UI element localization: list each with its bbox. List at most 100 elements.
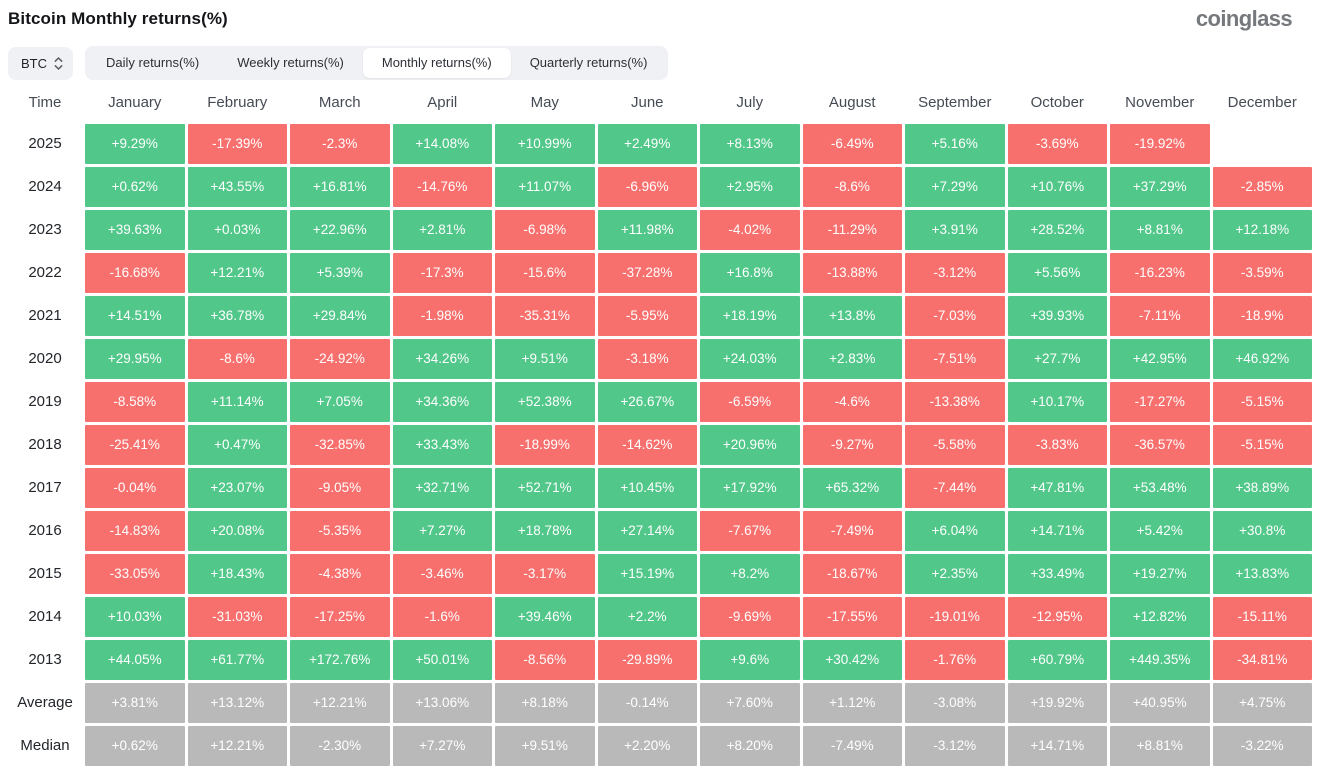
tab-quarterly-returns[interactable]: Quarterly returns(%) <box>511 48 667 78</box>
return-cell: +7.27% <box>392 726 492 766</box>
month-header-october: October <box>1030 94 1084 111</box>
month-header-april: April <box>427 94 458 111</box>
return-cell: +7.29% <box>905 167 1005 207</box>
return-cell: -17.25% <box>290 597 390 637</box>
tab-monthly-returns[interactable]: Monthly returns(%) <box>362 48 511 78</box>
tab-daily-returns[interactable]: Daily returns(%) <box>87 48 218 78</box>
return-cell: -18.99% <box>495 425 595 465</box>
row-label: 2013 <box>28 651 62 668</box>
return-cell: -3.59% <box>1212 253 1312 293</box>
return-cell: -6.49% <box>802 124 902 164</box>
return-cell: -3.22% <box>1212 726 1312 766</box>
return-cell: +13.83% <box>1212 554 1312 594</box>
return-cell: -35.31% <box>495 296 595 336</box>
return-cell: +7.05% <box>290 382 390 422</box>
month-header-december: December <box>1227 94 1297 111</box>
month-header-july: July <box>736 94 764 111</box>
return-cell: +38.89% <box>1212 468 1312 508</box>
symbol-select[interactable]: BTC <box>8 46 73 80</box>
row-label: 2018 <box>28 436 62 453</box>
return-cell: +5.16% <box>905 124 1005 164</box>
return-cell: +2.35% <box>905 554 1005 594</box>
return-cell: -17.3% <box>392 253 492 293</box>
return-cell: -7.44% <box>905 468 1005 508</box>
table-row-2015: 2015 -33.05% +18.43% -4.38% -3.46% -3.17% +15.… <box>8 554 1312 594</box>
return-cell: -9.05% <box>290 468 390 508</box>
return-cell: -29.89% <box>597 640 697 680</box>
tab-weekly-returns[interactable]: Weekly returns(%) <box>218 48 363 78</box>
return-cell: +29.84% <box>290 296 390 336</box>
row-label: 2015 <box>28 565 62 582</box>
return-cell: +5.39% <box>290 253 390 293</box>
return-cell: +24.03% <box>700 339 800 379</box>
row-label: 2022 <box>28 264 62 281</box>
table-row-2019: 2019 -8.58% +11.14% +7.05% +34.36% +52.38% +26… <box>8 382 1312 422</box>
return-cell: +40.95% <box>1110 683 1210 723</box>
topbar: Bitcoin Monthly returns(%) coinglass <box>0 0 1320 32</box>
row-label: 2025 <box>28 135 62 152</box>
return-cell: -14.76% <box>392 167 492 207</box>
row-label: 2020 <box>28 350 62 367</box>
return-cell: -16.68% <box>85 253 185 293</box>
return-cell: -8.6% <box>187 339 287 379</box>
return-cell: -3.69% <box>1007 124 1107 164</box>
return-cell: +8.18% <box>495 683 595 723</box>
return-cell: +42.95% <box>1110 339 1210 379</box>
return-cell: -3.12% <box>905 726 1005 766</box>
return-cell: +11.14% <box>187 382 287 422</box>
return-cell: -7.11% <box>1110 296 1210 336</box>
table-row-2013: 2013 +44.05% +61.77% +172.76% +50.01% -8.56% -… <box>8 640 1312 680</box>
return-cell: -1.6% <box>392 597 492 637</box>
symbol-select-value: BTC <box>21 55 47 71</box>
return-cell: +0.62% <box>85 726 185 766</box>
return-cell: +10.03% <box>85 597 185 637</box>
table-row-average: Average +3.81% +13.12% +12.21% +13.06% +8.18%… <box>8 683 1312 723</box>
return-cell: -7.67% <box>700 511 800 551</box>
return-cell: +7.27% <box>392 511 492 551</box>
row-label: 2019 <box>28 393 62 410</box>
return-cell: +28.52% <box>1007 210 1107 250</box>
return-cell: +11.07% <box>495 167 595 207</box>
return-cell: -24.92% <box>290 339 390 379</box>
return-cell: +50.01% <box>392 640 492 680</box>
return-cell: +12.18% <box>1212 210 1312 250</box>
return-cell: +2.81% <box>392 210 492 250</box>
return-cell: +20.96% <box>700 425 800 465</box>
returns-period-tabs: Daily returns(%) Weekly returns(%) Monthly… <box>85 46 669 80</box>
return-cell: -4.02% <box>700 210 800 250</box>
return-cell: +22.96% <box>290 210 390 250</box>
return-cell: -6.59% <box>700 382 800 422</box>
return-cell: -2.30% <box>290 726 390 766</box>
return-cell: -13.38% <box>905 382 1005 422</box>
return-cell: -7.51% <box>905 339 1005 379</box>
month-header-june: June <box>630 94 664 111</box>
return-cell: +0.47% <box>187 425 287 465</box>
return-cell: -13.88% <box>802 253 902 293</box>
return-cell: +60.79% <box>1007 640 1107 680</box>
return-cell: +27.14% <box>597 511 697 551</box>
row-label: 2017 <box>28 479 62 496</box>
return-cell: +52.38% <box>495 382 595 422</box>
return-cell: +2.20% <box>597 726 697 766</box>
return-cell: +46.92% <box>1212 339 1312 379</box>
return-cell: +47.81% <box>1007 468 1107 508</box>
return-cell: +172.76% <box>290 640 390 680</box>
month-header-may: May <box>530 94 559 111</box>
return-cell: -3.08% <box>905 683 1005 723</box>
return-cell: -7.49% <box>802 726 902 766</box>
return-cell: +14.08% <box>392 124 492 164</box>
return-cell: -19.01% <box>905 597 1005 637</box>
return-cell: -6.96% <box>597 167 697 207</box>
row-label: Median <box>20 737 70 754</box>
return-cell: +19.92% <box>1007 683 1107 723</box>
table-row-2014: 2014 +10.03% -31.03% -17.25% -1.6% +39.46% +2.… <box>8 597 1312 637</box>
return-cell: +52.71% <box>495 468 595 508</box>
return-cell: +12.21% <box>290 683 390 723</box>
month-header-august: August <box>828 94 876 111</box>
return-cell: +7.60% <box>700 683 800 723</box>
page-title: Bitcoin Monthly returns(%) <box>8 8 228 28</box>
return-cell: +14.51% <box>85 296 185 336</box>
return-cell: +8.20% <box>700 726 800 766</box>
return-cell: +39.93% <box>1007 296 1107 336</box>
